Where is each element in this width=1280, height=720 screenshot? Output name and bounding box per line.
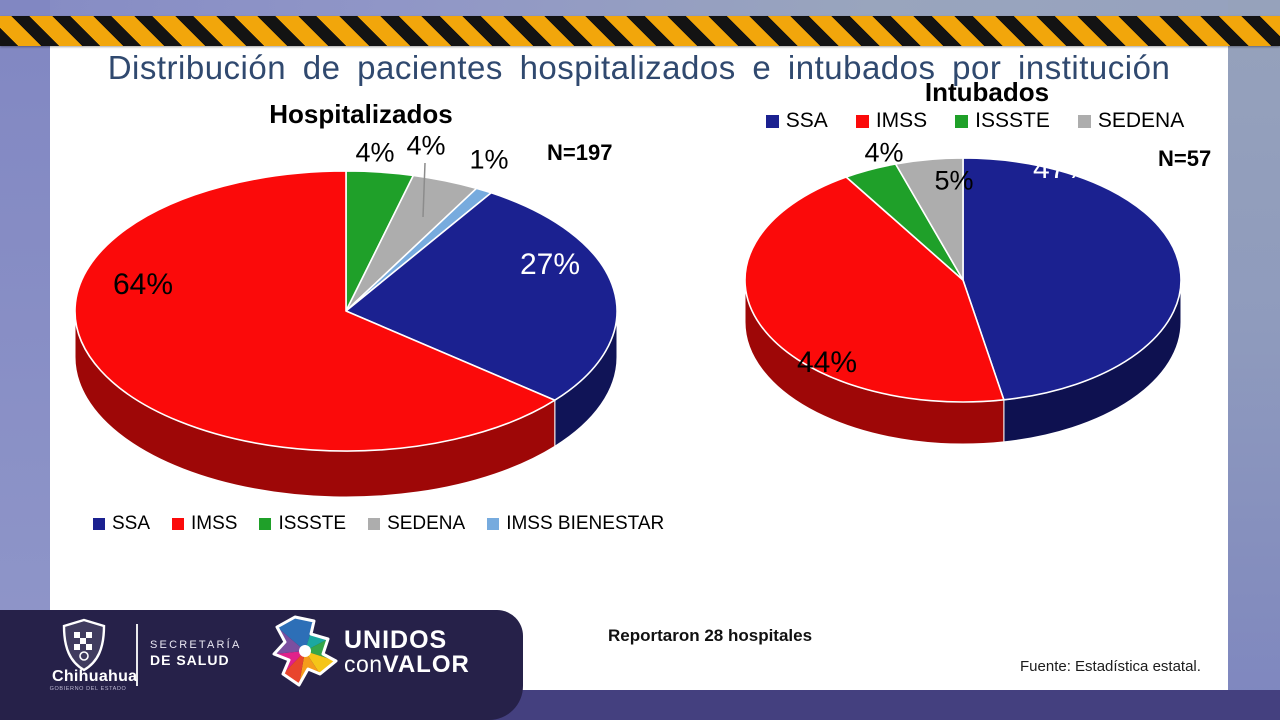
- report-note: Reportaron 28 hospitales: [608, 626, 813, 645]
- footer-divider: [136, 624, 138, 686]
- legend-label: ISSSTE: [278, 513, 347, 534]
- secretaria-label: SECRETARÍA: [150, 639, 242, 651]
- footer-bar: [0, 610, 523, 720]
- source-note: Fuente: Estadística estatal.: [1020, 658, 1201, 675]
- legend-swatch: [1077, 114, 1091, 128]
- pie-slice: [345, 191, 618, 402]
- valor-text: VALOR: [382, 651, 470, 678]
- gobierno-subtitle: GOBIERNO DEL ESTADO: [49, 686, 127, 692]
- chihuahua-wordmark: Chihuahua: [52, 668, 138, 685]
- de-salud-label: DE SALUD: [150, 652, 230, 668]
- legend-label: SSA: [112, 513, 151, 534]
- legend-swatch: [487, 518, 500, 530]
- legend-label: SEDENA: [1097, 109, 1185, 132]
- pie-slice: [894, 157, 964, 281]
- unidos-con-valor-state-icon: [272, 615, 338, 687]
- legend-label: IMSS: [191, 513, 238, 534]
- label-leader-line: [422, 162, 426, 218]
- legend-hospitalizados: SSA IMSS ISSSTE SEDENA IMSS BIENESTAR: [93, 513, 664, 535]
- legend-item-ssa: SSA: [765, 109, 828, 133]
- legend-label: SEDENA: [387, 513, 466, 534]
- legend-intubados: SSA IMSS ISSSTE SEDENA: [740, 109, 1210, 133]
- chart-title-intubados: Intubados: [924, 77, 1050, 107]
- legend-swatch: [855, 114, 869, 128]
- page-title: Distribución de pacientes hospitalizados…: [107, 49, 1171, 86]
- chart-title-hospitalizados: Hospitalizados: [269, 99, 453, 129]
- sample-size-intubados: N=57: [1158, 146, 1212, 171]
- legend-swatch: [765, 114, 779, 128]
- legend-item-imss: IMSS: [855, 109, 928, 133]
- legend-item-sedena: SEDENA: [1077, 109, 1185, 133]
- legend-item-ssa: SSA: [93, 513, 150, 535]
- legend-swatch: [955, 114, 969, 128]
- legend-swatch: [259, 518, 272, 530]
- legend-swatch: [93, 518, 105, 530]
- legend-swatch: [368, 518, 381, 530]
- unidos-wordmark: UNIDOS: [344, 626, 448, 654]
- legend-swatch: [172, 518, 185, 530]
- sample-size-hospitalizados: N=197: [547, 140, 613, 165]
- background-right-column: [1228, 0, 1280, 720]
- legend-item-imss-bienestar: IMSS BIENESTAR: [487, 513, 664, 535]
- con-valor-wordmark: conVALOR: [344, 653, 470, 677]
- pie-slice: [962, 157, 1182, 401]
- con-text: con: [344, 651, 383, 677]
- legend-item-issste: ISSSTE: [955, 109, 1050, 133]
- legend-label: SSA: [785, 109, 828, 132]
- legend-label: IMSS: [875, 109, 928, 132]
- legend-item-issste: ISSSTE: [259, 513, 346, 535]
- hazard-tape-banner: [0, 16, 1280, 46]
- legend-item-sedena: SEDENA: [368, 513, 465, 535]
- legend-item-imss: IMSS: [172, 513, 237, 535]
- chihuahua-shield-icon: [62, 618, 106, 672]
- pie-slice: [744, 176, 1005, 403]
- legend-label: IMSS BIENESTAR: [506, 513, 665, 534]
- pie-slice: [74, 170, 556, 452]
- legend-label: ISSSTE: [975, 109, 1050, 132]
- background-left-column: [0, 0, 50, 720]
